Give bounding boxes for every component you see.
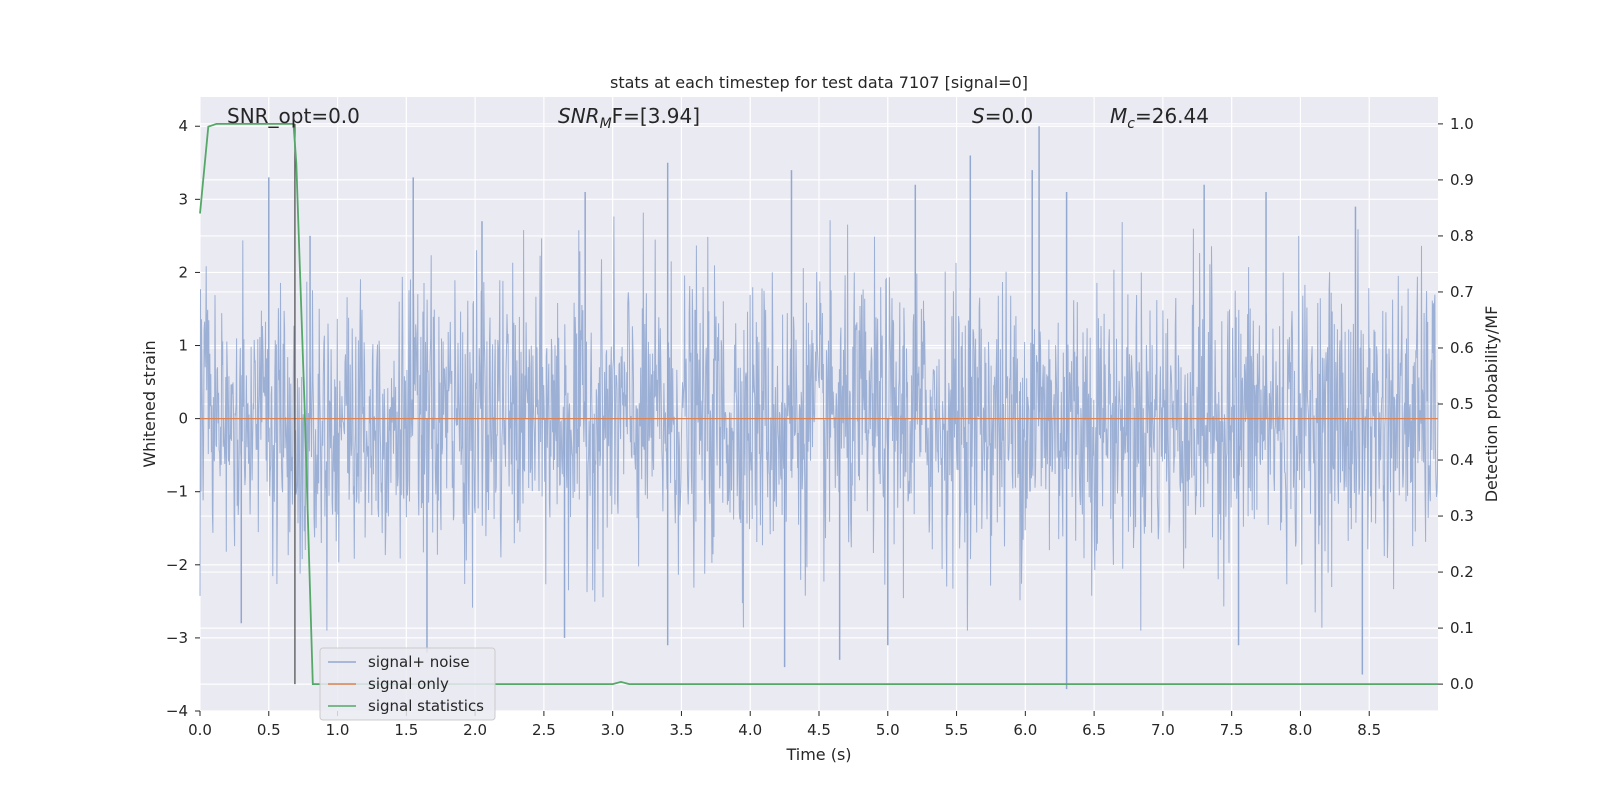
annotation-snr-mf-main: SNR <box>558 104 600 128</box>
x-tick-label: 3.5 <box>670 721 694 739</box>
annotation-mc-main: M <box>1110 104 1127 128</box>
y-right-tick-labels: 0.0 0.1 0.2 0.3 0.4 0.5 0.6 0.7 0.8 0.9 1.0 <box>1438 115 1474 693</box>
x-tick-label: 2.0 <box>463 721 487 739</box>
x-tick-label: 6.5 <box>1082 721 1106 739</box>
x-tick-label: 7.5 <box>1220 721 1244 739</box>
y-axis-label-right: Detection probability/MF <box>1482 306 1501 503</box>
legend-label-signal-statistics: signal statistics <box>368 697 484 715</box>
legend-label-signal-only: signal only <box>368 675 449 693</box>
annotation-snr-mf-sub: M <box>600 116 612 132</box>
x-tick-label: 8.5 <box>1357 721 1381 739</box>
x-tick-label: 5.0 <box>876 721 900 739</box>
y-axis-label-left: Whitened strain <box>140 340 159 467</box>
y-left-tick-label: 3 <box>178 190 188 208</box>
x-tick-label: 4.5 <box>807 721 831 739</box>
y-left-tick-label: 2 <box>178 263 188 281</box>
y-right-tick-label: 0.7 <box>1450 283 1474 301</box>
y-right-tick-label: 0.8 <box>1450 227 1474 245</box>
annotation-s: S=0.0 <box>972 104 1033 128</box>
annotation-s-rest: =0.0 <box>985 104 1034 128</box>
x-tick-label: 4.0 <box>738 721 762 739</box>
y-left-tick-label: 0 <box>178 410 188 428</box>
annotation-snr-opt: SNR_opt=0.0 <box>227 104 360 128</box>
legend: signal+ noise signal only signal statist… <box>319 647 496 721</box>
y-left-tick-labels: −4 −3 −2 −1 0 1 2 3 4 <box>166 117 200 720</box>
y-right-tick-label: 0.2 <box>1450 563 1474 581</box>
signal-noise-series <box>199 126 1439 690</box>
x-tick-label: 1.0 <box>326 721 350 739</box>
x-axis-label: Time (s) <box>785 745 851 764</box>
y-right-tick-label: 0.4 <box>1450 451 1474 469</box>
x-tick-labels: 0.0 0.5 1.0 1.5 2.0 2.5 3.0 3.5 4.0 4.5 5.0 5.5 6.0 6… <box>188 711 1381 739</box>
y-right-tick-label: 0.3 <box>1450 507 1474 525</box>
y-right-tick-label: 0.9 <box>1450 171 1474 189</box>
annotation-mc: Mc=26.44 <box>1110 104 1209 132</box>
x-tick-label: 1.5 <box>394 721 418 739</box>
annotation-mc-rest: =26.44 <box>1135 104 1209 128</box>
x-tick-label: 5.5 <box>945 721 969 739</box>
x-tick-label: 6.0 <box>1013 721 1037 739</box>
x-tick-label: 0.5 <box>257 721 281 739</box>
y-right-tick-label: 0.1 <box>1450 619 1474 637</box>
y-left-tick-label: −3 <box>166 629 188 647</box>
x-tick-label: 8.0 <box>1289 721 1313 739</box>
y-left-tick-label: −1 <box>166 483 188 501</box>
legend-box <box>319 647 496 721</box>
chart-title: stats at each timestep for test data 710… <box>610 73 1028 92</box>
annotation-mc-sub: c <box>1127 116 1135 132</box>
y-left-tick-label: 4 <box>178 117 188 135</box>
x-tick-label: 0.0 <box>188 721 212 739</box>
x-tick-label: 3.0 <box>601 721 625 739</box>
y-left-tick-label: −2 <box>166 556 188 574</box>
y-right-tick-label: 0.5 <box>1450 395 1474 413</box>
y-left-tick-label: 1 <box>178 337 188 355</box>
annotation-snr-mf: SNRMF=[3.94] <box>558 104 700 132</box>
legend-label-signal-noise: signal+ noise <box>368 653 470 671</box>
y-right-tick-label: 1.0 <box>1450 115 1474 133</box>
x-tick-label: 7.0 <box>1151 721 1175 739</box>
annotation-snr-mf-rest: F=[3.94] <box>612 104 700 128</box>
y-right-tick-label: 0.6 <box>1450 339 1474 357</box>
annotation-s-var: S <box>972 104 985 128</box>
signal-noise-line <box>199 212 1439 631</box>
x-tick-label: 2.5 <box>532 721 556 739</box>
y-right-tick-label: 0.0 <box>1450 675 1474 693</box>
y-left-tick-label: −4 <box>166 702 188 720</box>
